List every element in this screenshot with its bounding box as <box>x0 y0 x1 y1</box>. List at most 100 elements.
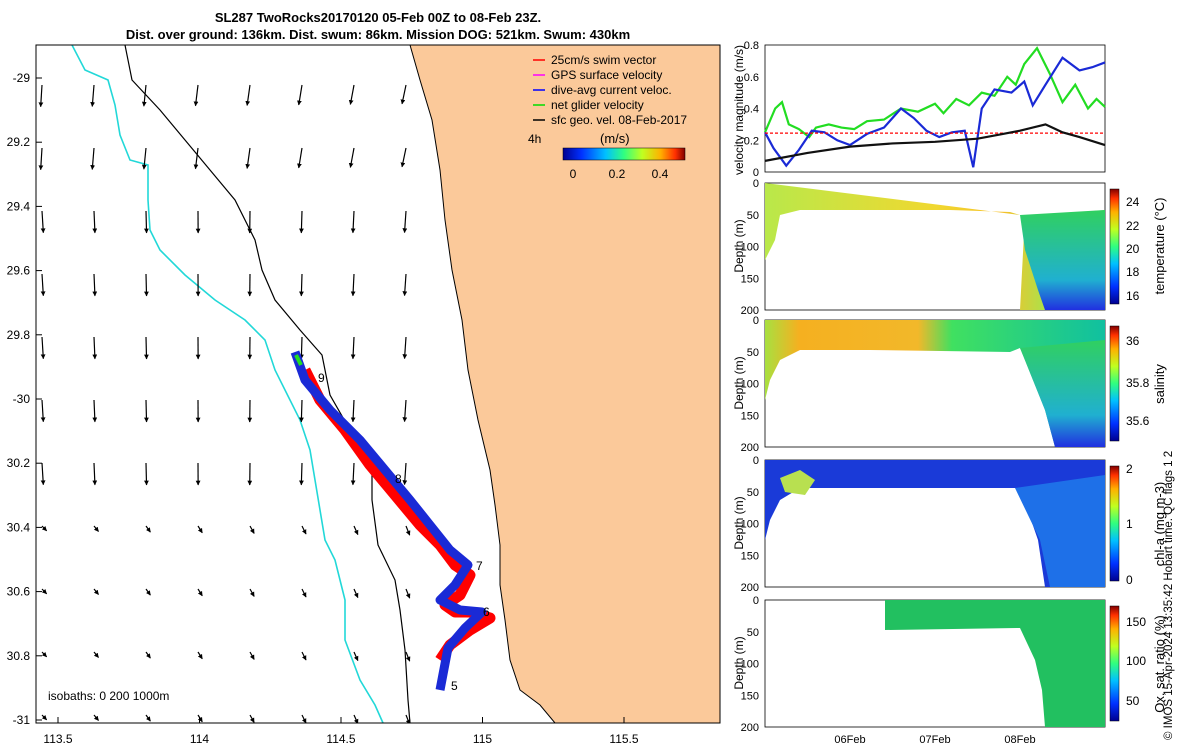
surface-velocity-arrow <box>145 714 151 722</box>
depth-ylabel: Depth (m) <box>732 219 746 272</box>
time-tick-label: 08Feb <box>1004 734 1035 746</box>
surface-velocity-arrow <box>249 525 255 534</box>
surface-velocity-arrow <box>405 588 411 599</box>
depth-tick-label: 50 <box>747 347 759 359</box>
map-xtick-label: 115 <box>473 732 492 746</box>
surface-velocity-arrow <box>92 399 98 423</box>
temperature-cbar-label: temperature (°C) <box>1152 198 1167 295</box>
surface-velocity-arrow <box>144 462 149 486</box>
surface-velocity-arrow <box>41 525 48 532</box>
depth-tick-label: 50 <box>747 627 759 639</box>
footer-stamp: © IMOS 15-Apr-2024 13:35:42 Hobart time.… <box>1163 450 1175 740</box>
depth-tick-label: 200 <box>741 442 759 454</box>
surface-velocity-arrow <box>40 273 46 297</box>
surface-velocity-arrow <box>301 651 307 661</box>
depth-tick-label: 100 <box>741 242 759 254</box>
surface-velocity-arrow <box>348 84 355 105</box>
surface-velocity-arrow <box>299 210 304 234</box>
surface-velocity-arrow <box>350 399 356 423</box>
map-xtick-label: 114 <box>190 732 209 746</box>
depth-tick-label: 150 <box>741 410 759 422</box>
glider-track-map[interactable]: 9 8 7 6 5 isobaths: 0 200 1000m -29 29.2 2… <box>0 0 760 750</box>
surface-velocity-arrow <box>249 714 255 723</box>
surface-velocity-arrow <box>145 525 151 533</box>
oxygen-panel[interactable]: Ox. sat. ratio (%) <box>764 599 1167 728</box>
surface-velocity-arrow <box>299 273 304 297</box>
surface-velocity-arrow <box>40 399 46 423</box>
depth-tick-label: 0 <box>753 455 759 467</box>
surface-velocity-arrow <box>297 147 303 169</box>
surface-velocity-arrow <box>350 210 356 234</box>
map-ytick-label: 29.2 <box>7 135 31 149</box>
surface-velocity-arrow <box>41 651 48 658</box>
surface-velocity-arrow <box>353 714 359 723</box>
surface-velocity-arrow <box>197 525 203 534</box>
velocity-ytick-label: 0.4 <box>744 104 759 116</box>
depth-tick-label: 150 <box>741 550 759 562</box>
velocity-ytick-label: 0.2 <box>744 135 759 147</box>
surface-velocity-arrow <box>93 525 99 532</box>
depth-tick-label: 150 <box>741 690 759 702</box>
time-axis: 06Feb 07Feb 08Feb <box>834 734 1035 746</box>
land-area <box>410 45 720 723</box>
surface-velocity-arrow <box>40 336 46 360</box>
map-ytick-label: 30.4 <box>7 520 31 534</box>
surface-velocity-arrow <box>402 399 408 423</box>
velocity-ylabel: velocity magnitude (m/s) <box>732 45 746 175</box>
salinity-colorbar <box>1109 325 1120 442</box>
surface-velocity-arrow <box>350 462 356 486</box>
surface-velocity-arrow <box>92 336 98 360</box>
surface-velocity-arrow <box>40 462 46 486</box>
velocity-ytick-label: 0 <box>753 167 759 179</box>
depth-tick-label: 100 <box>741 519 759 531</box>
colorbar-tick-label: 35.8 <box>1126 376 1150 390</box>
colorbar-tick-label: 22 <box>1126 219 1140 233</box>
velocity-panel[interactable]: 0 0.2 0.4 0.6 0.8 velocity magnitude (m/s) <box>732 40 1106 179</box>
surface-velocity-arrow <box>405 651 411 662</box>
map-xtick-label: 113.5 <box>43 732 72 746</box>
surface-velocity-arrow <box>144 336 149 360</box>
surface-velocity-arrow <box>41 714 48 721</box>
surface-velocity-arrow <box>301 714 307 723</box>
colorbar-tick-label: 100 <box>1126 654 1146 668</box>
map-xtick-label: 114.5 <box>326 732 355 746</box>
legend-entry: GPS surface velocity <box>551 68 662 82</box>
depth-tick-label: 0 <box>753 595 759 607</box>
map-ytick-label: 30.2 <box>7 456 31 470</box>
isobath-legend-label: isobaths: 0 200 1000m <box>48 689 169 703</box>
colorbar-tick-label: 35.6 <box>1126 414 1150 428</box>
surface-velocity-arrow <box>93 588 99 595</box>
track-label-5: 5 <box>451 679 458 693</box>
map-ytick-label: 30.8 <box>7 649 31 663</box>
surface-velocity-arrow <box>348 147 355 168</box>
surface-velocity-arrow <box>249 651 255 660</box>
velocity-series-line <box>764 56 1106 168</box>
isobath-0 <box>409 45 556 723</box>
surface-velocity-arrow <box>141 147 147 170</box>
track-label-8: 8 <box>395 472 402 486</box>
surface-velocity-arrow <box>245 147 251 169</box>
time-series-panels[interactable]: 0 0.2 0.4 0.6 0.8 velocity magnitude (m/s) t… <box>720 0 1200 750</box>
net-glider-velocity-track <box>294 354 303 366</box>
legend-entry: dive-avg current veloc. <box>551 83 672 97</box>
surface-velocity-arrow <box>400 147 407 168</box>
salinity-panel[interactable]: salinity <box>764 319 1167 448</box>
colorbar-tick-label: 0 <box>1126 573 1133 587</box>
chla-colorbar <box>1109 465 1120 582</box>
surface-velocity-arrow <box>350 336 356 360</box>
chla-panel[interactable]: chl-a (mg m-3) <box>764 459 1167 588</box>
temperature-panel[interactable]: temperature (°C) <box>764 182 1167 311</box>
track-label-6: 6 <box>483 605 490 619</box>
surface-velocity-arrow <box>353 525 359 536</box>
oxygen-colorbar <box>1109 605 1120 722</box>
surface-velocity-arrow <box>402 462 408 486</box>
surface-velocity-arrow <box>402 336 408 360</box>
colorbar-tick-label: 2 <box>1126 462 1133 476</box>
surface-velocity-arrow <box>402 273 408 297</box>
colorbar-tick-0: 0 <box>570 167 577 181</box>
colorbar-tick-label: 24 <box>1126 195 1140 209</box>
surface-velocity-arrow <box>90 147 96 170</box>
chart-title-line-2: Dist. over ground: 136km. Dist. swum: 86… <box>125 27 631 42</box>
surface-velocity-arrow <box>297 84 303 106</box>
